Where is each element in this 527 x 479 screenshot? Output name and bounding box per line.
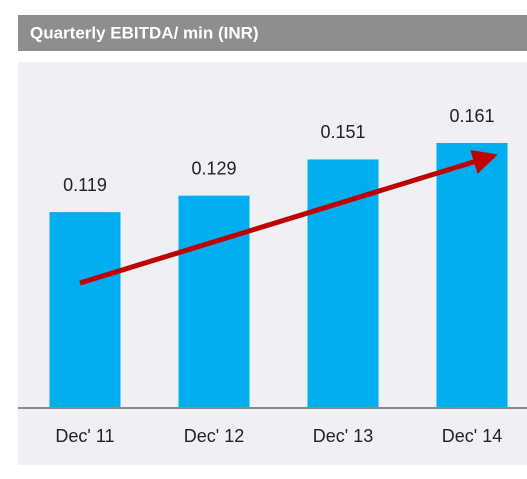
- trend-arrow: [79, 149, 498, 286]
- bar: [49, 212, 121, 408]
- bars: [49, 143, 508, 408]
- value-label: 0.129: [191, 158, 236, 178]
- x-tick-label: Dec' 12: [184, 426, 244, 446]
- x-tick-label: Dec' 14: [442, 426, 502, 446]
- chart-title: Quarterly EBITDA/ min (INR): [30, 23, 259, 42]
- value-label: 0.161: [449, 106, 494, 126]
- value-label: 0.151: [320, 122, 365, 142]
- bar: [436, 143, 508, 408]
- header-bar: [18, 15, 527, 51]
- x-tick-label: Dec' 13: [313, 426, 373, 446]
- bar: [178, 195, 250, 408]
- value-label: 0.119: [63, 175, 107, 195]
- x-tick-label: Dec' 11: [55, 426, 114, 446]
